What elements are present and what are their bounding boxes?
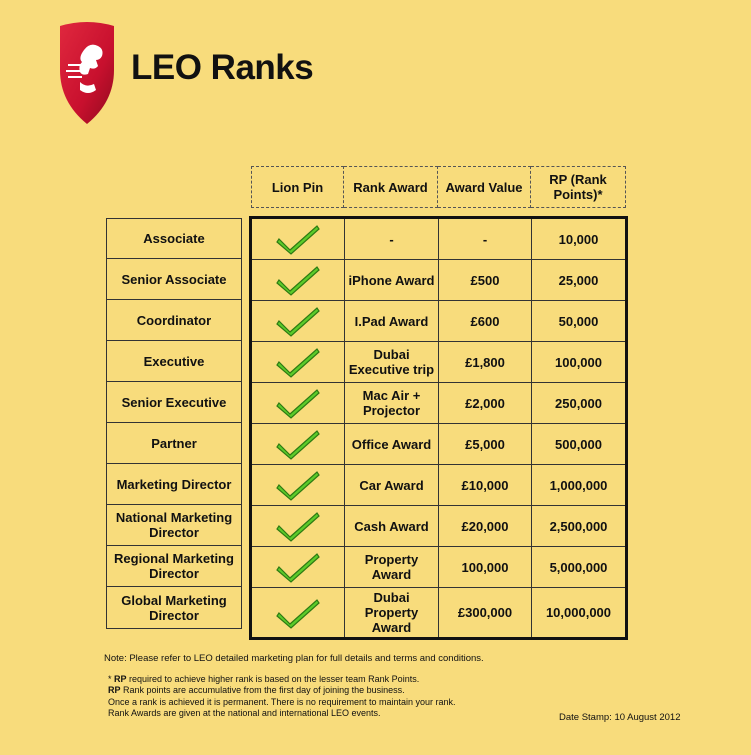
award-cell: Dubai Property Award (345, 588, 439, 637)
table-row: iPhone Award £500 25,000 (252, 260, 625, 301)
pin-cell (252, 301, 345, 341)
award-cell: Office Award (345, 424, 439, 464)
date-stamp: Date Stamp: 10 August 2012 (559, 712, 681, 723)
header-rank-award: Rank Award (344, 166, 438, 208)
pin-cell (252, 588, 345, 637)
rank-name: Coordinator (106, 300, 242, 341)
rp-cell: 2,500,000 (549, 518, 608, 534)
green-checkmark-icon (276, 348, 320, 378)
pin-cell (252, 547, 345, 587)
footnote-bold: RP (108, 685, 121, 696)
footnote-line: RP Rank points are accumulative from the… (108, 685, 456, 696)
award-cell: Cash Award (345, 506, 439, 546)
table-row: Property Award 100,000 5,000,000 (252, 547, 625, 588)
award-cell: Dubai Executive trip (345, 342, 439, 382)
green-checkmark-icon (276, 225, 320, 255)
rank-name: Associate (106, 218, 242, 259)
table-row: Cash Award £20,000 2,500,000 (252, 506, 625, 547)
pin-cell (252, 342, 345, 382)
green-checkmark-icon (276, 471, 320, 501)
footnote-line: Once a rank is achieved it is permanent.… (108, 696, 456, 707)
rank-name: Marketing Director (106, 464, 242, 505)
rank-name: Executive (106, 341, 242, 382)
award-cell: iPhone Award (345, 260, 439, 300)
rank-column: Associate Senior Associate Coordinator E… (106, 218, 242, 629)
rp-cell: 1,000,000 (549, 477, 608, 493)
page-title: LEO Ranks (131, 48, 314, 87)
rank-name: Global Marketing Director (106, 587, 242, 629)
rp-cell: 100,000 (555, 354, 602, 370)
pin-cell (252, 219, 345, 259)
table-row: I.Pad Award £600 50,000 (252, 301, 625, 342)
table-row: Mac Air + Projector £2,000 250,000 (252, 383, 625, 424)
rank-name: Partner (106, 423, 242, 464)
rp-cell: 10,000 (558, 231, 599, 247)
pin-cell (252, 260, 345, 300)
ranks-table: - - 10,000 iPhone Award £500 25,000 I.Pa… (249, 216, 628, 640)
table-row: Office Award £5,000 500,000 (252, 424, 625, 465)
footnote-text: Rank points are accumulative from the fi… (120, 685, 405, 696)
value-cell: £500 (439, 260, 532, 300)
pin-cell (252, 383, 345, 423)
value-cell: - (439, 219, 532, 259)
header-award-value: Award Value (438, 166, 531, 208)
header-lion-pin: Lion Pin (251, 166, 344, 208)
value-cell: £1,800 (439, 342, 532, 382)
rp-cell: 25,000 (558, 272, 599, 288)
pin-cell (252, 424, 345, 464)
value-cell: £5,000 (439, 424, 532, 464)
table-row: Car Award £10,000 1,000,000 (252, 465, 625, 506)
rank-name: Senior Associate (106, 259, 242, 300)
value-cell: £600 (439, 301, 532, 341)
footnote-line: Rank Awards are given at the national an… (108, 707, 381, 718)
pin-cell (252, 506, 345, 546)
table-row: Dubai Executive trip £1,800 100,000 (252, 342, 625, 383)
pin-cell (252, 465, 345, 505)
footnote-text: required to achieve higher rank is based… (126, 674, 420, 684)
header-rank-points: RP (Rank Points)* (531, 166, 626, 208)
value-cell: £300,000 (439, 588, 532, 637)
table-row: Dubai Property Award £300,000 10,000,000 (252, 588, 625, 637)
value-cell: £20,000 (439, 506, 532, 546)
value-cell: 100,000 (439, 547, 532, 587)
value-cell: £10,000 (439, 465, 532, 505)
award-cell: I.Pad Award (345, 301, 439, 341)
rank-name: Regional Marketing Director (106, 546, 242, 587)
rp-cell: 250,000 (555, 395, 602, 411)
note-text: Note: Please refer to LEO detailed marke… (104, 653, 484, 664)
green-checkmark-icon (276, 307, 320, 337)
rank-name: National Marketing Director (106, 505, 242, 546)
footnote-line: * RP required to achieve higher rank is … (108, 674, 456, 685)
leo-logo-icon (60, 22, 114, 124)
award-cell: Property Award (345, 547, 439, 587)
green-checkmark-icon (276, 389, 320, 419)
green-checkmark-icon (276, 512, 320, 542)
green-checkmark-icon (276, 598, 320, 629)
footnote-asterisk: * (108, 674, 115, 684)
rp-cell: 5,000,000 (549, 559, 608, 575)
footnote-bold: RP (114, 674, 127, 684)
green-checkmark-icon (276, 430, 320, 460)
footnotes: * RP required to achieve higher rank is … (108, 674, 456, 719)
table-row: - - 10,000 (252, 219, 625, 260)
rp-cell: 500,000 (555, 436, 602, 452)
award-cell: Car Award (345, 465, 439, 505)
award-cell: Mac Air + Projector (345, 383, 439, 423)
value-cell: £2,000 (439, 383, 532, 423)
rp-cell: 10,000,000 (545, 605, 612, 620)
rp-cell: 50,000 (558, 313, 599, 329)
green-checkmark-icon (276, 266, 320, 296)
award-cell: - (345, 219, 439, 259)
green-checkmark-icon (276, 553, 320, 583)
rank-name: Senior Executive (106, 382, 242, 423)
